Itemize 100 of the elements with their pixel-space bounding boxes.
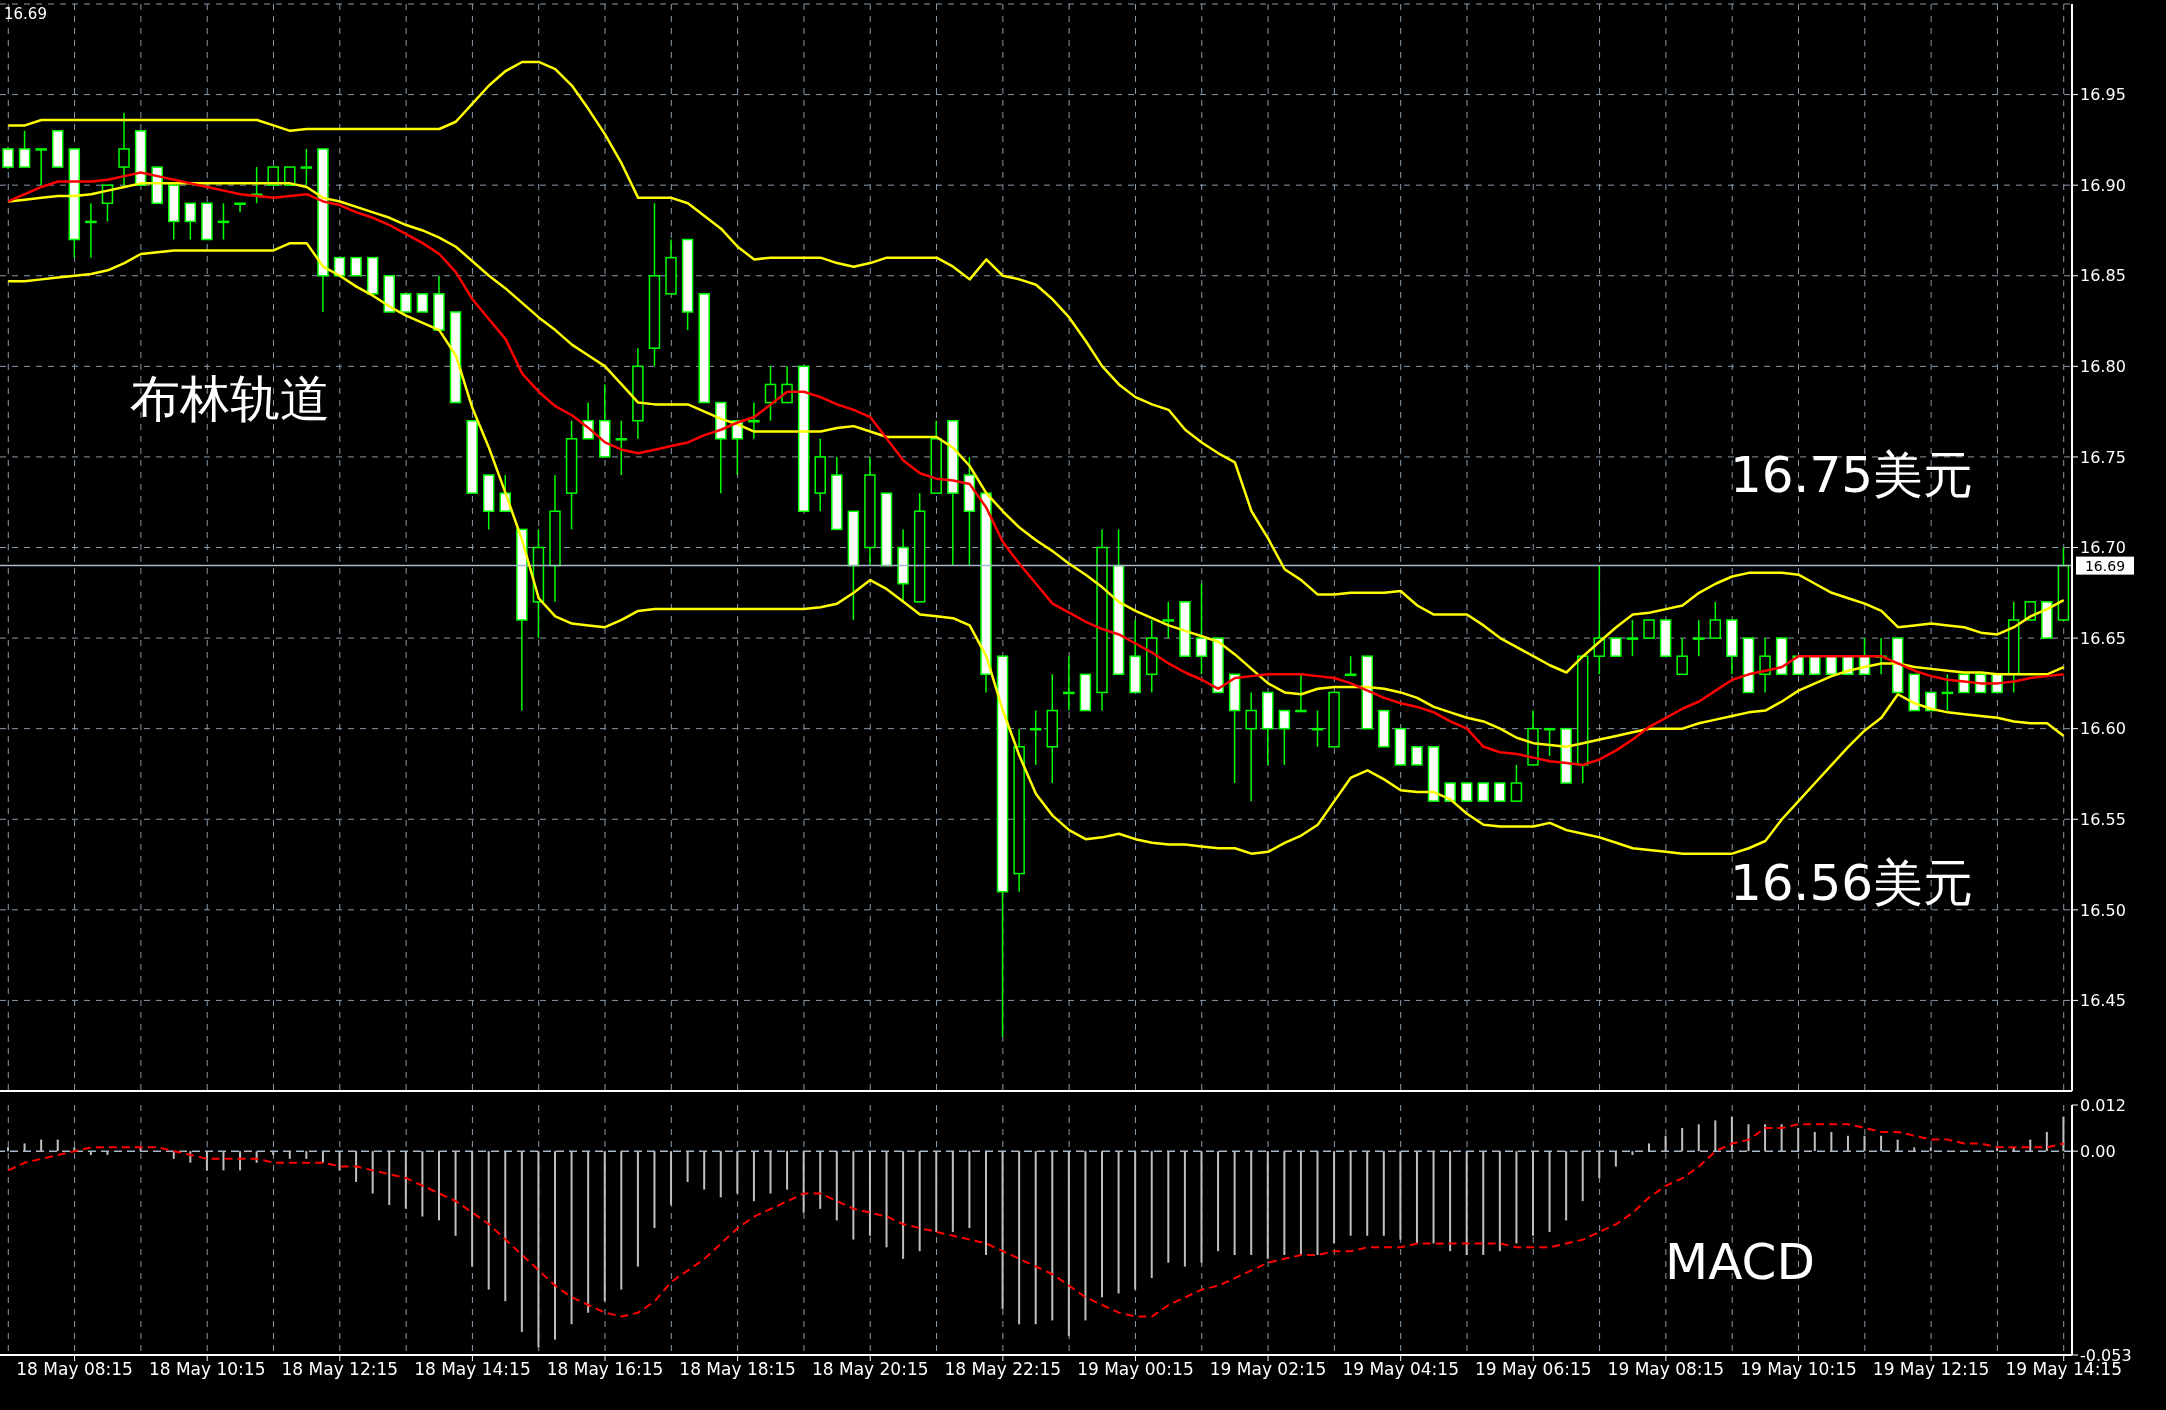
bar [437, 1151, 440, 1221]
candlestick [2, 146, 14, 170]
bar [636, 1151, 639, 1267]
bar [1548, 1151, 1551, 1232]
bar [587, 1151, 590, 1313]
x-tick-label: 19 May 08:15 [1607, 1359, 1725, 1380]
bar [1929, 1147, 1932, 1152]
candlestick [1460, 782, 1473, 802]
y-tick-label: 16.90 [2080, 175, 2126, 195]
x-tick-label: 19 May 04:15 [1342, 1359, 1459, 1380]
bar [1830, 1131, 1833, 1152]
bar [1531, 1151, 1534, 1236]
bar [1051, 1151, 1054, 1321]
bar [1034, 1151, 1037, 1325]
bar [471, 1151, 474, 1267]
x-tick-label: 18 May 22:15 [944, 1359, 1062, 1380]
candlestick [18, 130, 31, 168]
x-tick-label: 18 May 18:15 [679, 1359, 796, 1380]
x-tick-label: 18 May 08:15 [16, 1359, 133, 1380]
bar [719, 1151, 722, 1198]
candlestick [615, 419, 628, 476]
candlestick [1626, 619, 1639, 657]
annotation: 布林轨道 [130, 370, 330, 428]
bar [1714, 1120, 1717, 1152]
annotation: 16.75美元 [1730, 446, 1974, 504]
x-tick-label: 18 May 10:15 [148, 1359, 266, 1380]
y-tick-label: 16.65 [2080, 628, 2126, 648]
candlestick [1278, 709, 1291, 766]
bar [1415, 1151, 1418, 1244]
bar [1432, 1151, 1435, 1244]
y-tick-label: 0.00 [2080, 1141, 2116, 1161]
bar [1084, 1151, 1087, 1321]
bar [1382, 1151, 1385, 1236]
candlestick [1494, 782, 1506, 802]
candlestick [1510, 764, 1523, 802]
bar [1863, 1135, 1866, 1152]
y-tick-label: 16.55 [2080, 809, 2126, 829]
bar [1846, 1135, 1849, 1152]
bar [7, 1147, 9, 1152]
bar [537, 1151, 540, 1348]
bar [1399, 1151, 1402, 1240]
bar [1482, 1151, 1485, 1255]
y-tick-label: 16.50 [2080, 900, 2126, 920]
bar [752, 1151, 755, 1202]
bar [1581, 1151, 1584, 1202]
bar [1150, 1151, 1153, 1279]
x-tick-label: 19 May 02:15 [1209, 1359, 1327, 1380]
annotation: 16.56美元 [1730, 854, 1974, 912]
candlestick [118, 111, 130, 186]
bar [454, 1151, 457, 1236]
candlestick [300, 148, 313, 186]
line-series [7, 60, 2065, 674]
bar [769, 1151, 772, 1194]
x-tick-label: 19 May 12:15 [1872, 1359, 1990, 1380]
bar [1067, 1151, 1070, 1336]
bar [1681, 1128, 1684, 1152]
bar [1515, 1151, 1518, 1244]
bar [1183, 1151, 1186, 1267]
bar [620, 1151, 623, 1290]
bar [736, 1151, 739, 1194]
bar [1299, 1151, 1302, 1255]
candlestick [1195, 582, 1208, 676]
candlestick [1610, 637, 1622, 657]
bar [1598, 1151, 1601, 1179]
ref-line-label: 16.69 [2084, 557, 2126, 574]
bar [1217, 1151, 1220, 1252]
bar [1631, 1151, 1634, 1155]
y-tick-label: 0.012 [2080, 1095, 2126, 1115]
bar [1167, 1151, 1170, 1263]
x-tick-label: 18 May 12:15 [281, 1359, 399, 1380]
bar [1880, 1135, 1883, 1152]
y-tick-label: 16.95 [2080, 85, 2126, 105]
bar [1117, 1151, 1120, 1294]
bar [1134, 1151, 1137, 1290]
candlestick [1477, 782, 1490, 802]
bar [1200, 1151, 1203, 1263]
y-tick-label: 16.70 [2080, 538, 2126, 558]
bar [885, 1151, 888, 1248]
bar [504, 1151, 507, 1302]
bar [703, 1151, 706, 1190]
bar [421, 1151, 424, 1217]
x-tick-label: 19 May 10:15 [1740, 1359, 1857, 1380]
bar [653, 1151, 656, 1229]
candlestick [1245, 691, 1257, 802]
bar [902, 1151, 905, 1259]
bar [1018, 1151, 1021, 1325]
bar [670, 1151, 673, 1205]
candlestick [416, 293, 429, 313]
bar [1333, 1151, 1336, 1244]
bar [1465, 1151, 1468, 1255]
bar [1747, 1124, 1750, 1152]
bar [1764, 1124, 1767, 1152]
x-tick-label: 19 May 06:15 [1474, 1359, 1592, 1380]
x-tick-label: 18 May 20:15 [811, 1359, 929, 1380]
candlestick [1411, 746, 1423, 766]
bar [1797, 1128, 1800, 1152]
bar [1101, 1151, 1104, 1298]
line-series [7, 241, 2065, 855]
candlestick [748, 401, 760, 440]
bar [388, 1151, 391, 1205]
